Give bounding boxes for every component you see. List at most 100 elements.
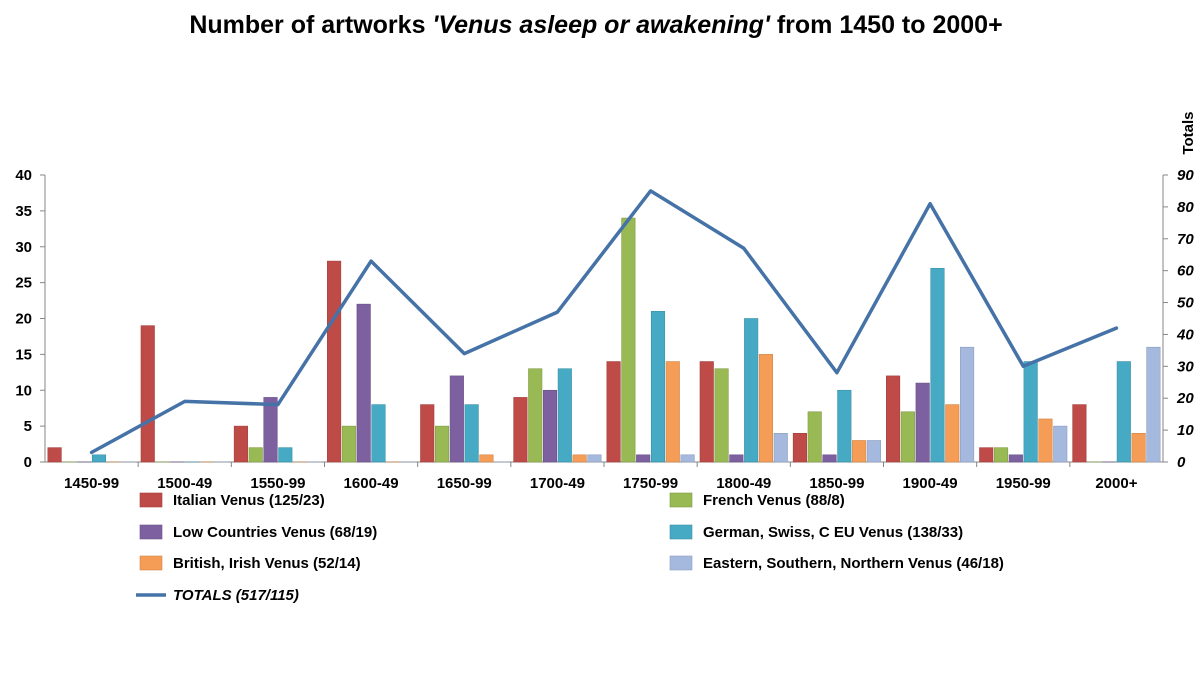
bar <box>572 454 587 463</box>
y-tick-label: 30 <box>15 239 32 256</box>
bar <box>900 411 915 463</box>
y2-tick-label: 80 <box>1177 199 1194 216</box>
x-tick-label: 1900-49 <box>903 475 958 492</box>
bar <box>91 454 107 463</box>
bar <box>1038 418 1053 463</box>
y-tick-label: 40 <box>15 167 32 184</box>
legend-label: Eastern, Southern, Northern Venus (46/18… <box>703 555 1004 572</box>
bar <box>773 432 788 463</box>
bar <box>1023 361 1038 463</box>
bar <box>479 454 494 463</box>
bar <box>1053 425 1068 463</box>
bar <box>587 454 602 463</box>
y-tick-label: 20 <box>15 311 32 328</box>
bar <box>233 425 248 463</box>
totals-point <box>928 202 932 206</box>
totals-point <box>183 399 187 403</box>
legend-swatch <box>669 555 693 571</box>
bar <box>557 368 572 463</box>
y2-axis-label: Totals <box>1180 111 1197 154</box>
totals-point <box>276 403 280 407</box>
legend-swatch <box>669 492 693 508</box>
y2-tick-label: 10 <box>1177 422 1194 439</box>
bar <box>356 303 371 463</box>
bar <box>434 425 450 463</box>
bar <box>278 447 293 463</box>
bar <box>866 440 881 463</box>
bar <box>680 454 695 463</box>
x-tick-label: 2000+ <box>1095 475 1137 492</box>
totals-line <box>89 189 1119 455</box>
bar <box>979 447 994 463</box>
legend-swatch <box>139 524 163 540</box>
bar <box>822 454 837 463</box>
legend-swatch <box>139 555 163 571</box>
bar <box>1146 346 1161 463</box>
y-tick-label: 25 <box>15 275 32 292</box>
legend-label: German, Swiss, C EU Venus (138/33) <box>703 524 963 541</box>
bar <box>1116 361 1131 463</box>
bar <box>341 425 356 463</box>
bar <box>327 260 342 463</box>
x-tick-label: 1950-99 <box>996 475 1051 492</box>
legend-swatch <box>669 524 693 540</box>
bar <box>248 447 263 463</box>
bar <box>886 375 901 463</box>
bar <box>528 368 543 463</box>
bar <box>792 432 807 463</box>
y2-tick-label: 50 <box>1177 295 1194 312</box>
bar <box>930 267 945 463</box>
bar <box>729 454 744 463</box>
x-tick-label: 1700-49 <box>530 475 585 492</box>
bar <box>449 375 464 463</box>
plot-area: 0 5 10 15 20 25 30 35 40 0 10 20 30 40 50 60 70 80 90 1450-… <box>15 167 1194 492</box>
y2-tick-label: 0 <box>1177 454 1186 471</box>
totals-point <box>742 246 746 250</box>
totals-point <box>649 189 653 193</box>
chart-title: Number of artworks 'Venus asleep or awak… <box>189 11 1002 39</box>
y-tick-label: 15 <box>15 346 32 363</box>
x-tick-label: 1500-49 <box>157 475 212 492</box>
bar <box>758 354 774 463</box>
y-tick-label: 0 <box>24 454 32 471</box>
bar <box>47 447 62 463</box>
bar <box>1131 432 1146 463</box>
x-tick-label: 1750-99 <box>623 475 678 492</box>
bar <box>915 382 930 463</box>
legend: Italian Venus (125/23) French Venus (88/8… <box>136 492 1004 604</box>
y2-tick-label: 40 <box>1176 326 1194 343</box>
bar <box>960 346 975 463</box>
legend-swatch <box>139 492 163 508</box>
x-tick-label: 1450-99 <box>64 475 119 492</box>
totals-point <box>555 310 559 314</box>
bar <box>621 217 636 463</box>
totals-point <box>1021 364 1025 368</box>
bar <box>665 361 680 463</box>
y2-tick-label: 30 <box>1177 358 1194 375</box>
bar <box>542 389 558 463</box>
y-tick-label: 10 <box>15 382 32 399</box>
y-tick-label: 5 <box>24 418 32 435</box>
totals-point <box>369 259 373 263</box>
bar <box>140 325 155 463</box>
totals-point <box>835 371 839 375</box>
bar <box>606 361 621 463</box>
bar <box>1008 454 1023 463</box>
bar <box>1072 404 1087 463</box>
y2-tick-label: 70 <box>1177 231 1194 248</box>
bar <box>744 318 759 463</box>
bar <box>263 397 278 463</box>
x-tick-label: 1650-99 <box>437 475 492 492</box>
totals-point <box>90 450 94 454</box>
x-tick-label: 1550-99 <box>250 475 305 492</box>
bar <box>837 389 852 463</box>
bar <box>371 404 386 463</box>
y-tick-label: 35 <box>15 203 32 220</box>
bar <box>714 368 729 463</box>
bar <box>852 440 867 463</box>
bar <box>464 404 479 463</box>
y2-tick-label: 90 <box>1177 167 1194 184</box>
totals-point <box>1114 326 1118 330</box>
bar <box>650 311 666 463</box>
